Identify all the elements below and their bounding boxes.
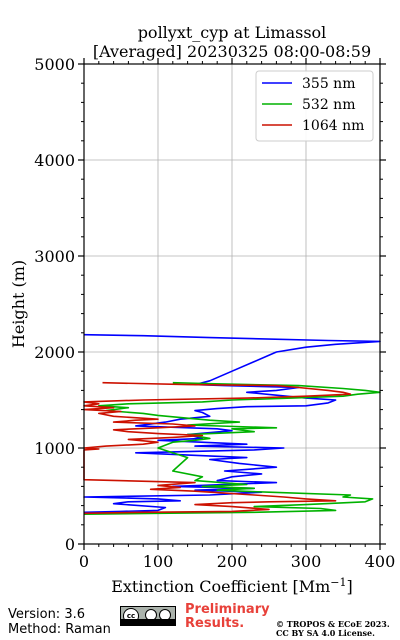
method-text: Method: Raman (8, 622, 111, 637)
preliminary-line-1: Preliminary (185, 602, 270, 617)
x-tick-label-1: 100 (143, 552, 174, 571)
y-tick-label-5: 5000 (34, 55, 75, 74)
legend: 355 nm 532 nm 1064 nm (255, 70, 374, 142)
legend-box (255, 70, 374, 142)
x-tick-label-2: 200 (217, 552, 248, 571)
chart-title: pollyxt_cyp at Limassol (138, 23, 327, 42)
y-tick-label-1: 1000 (34, 439, 75, 458)
series-line-1064-nm (83, 381, 352, 515)
copyright-line-1: © TROPOS & ECoE 2023. (276, 619, 390, 629)
x-tick-label-4: 400 (365, 552, 396, 571)
legend-label-0: 355 nm (302, 76, 355, 92)
profile-chart: pollyxt_cyp at Limassol [Averaged] 20230… (9, 23, 395, 596)
y-tick-label-0: 0 (65, 535, 75, 554)
legend-label-1: 532 nm (302, 97, 355, 113)
y-tick-label-2: 2000 (34, 343, 75, 362)
series-lines (83, 333, 381, 515)
y-tick-label-3: 3000 (34, 247, 75, 266)
chart-subtitle: [Averaged] 20230325 08:00-08:59 (93, 42, 371, 61)
preliminary-line-2: Results. (185, 616, 245, 631)
x-tick-label-0: 0 (79, 552, 89, 571)
plot-frame (83, 63, 381, 545)
cc-license-badge: cc (120, 606, 176, 626)
copyright-line-2: CC BY SA 4.0 License. (276, 628, 375, 638)
copyright-notice: © TROPOS & ECoE 2023. CC BY SA 4.0 Licen… (276, 620, 390, 638)
y-axis-label: Height (m) (9, 260, 28, 348)
x-tick-label-3: 300 (291, 552, 322, 571)
legend-label-2: 1064 nm (302, 118, 364, 134)
version-text: Version: 3.6 (8, 607, 85, 622)
preliminary-notice: Preliminary Results. (185, 603, 270, 631)
y-tick-label-4: 4000 (34, 151, 75, 170)
x-axis-label: Extinction Coefficient [Mm−1] (111, 576, 353, 596)
cc-badge-strip (121, 619, 175, 625)
